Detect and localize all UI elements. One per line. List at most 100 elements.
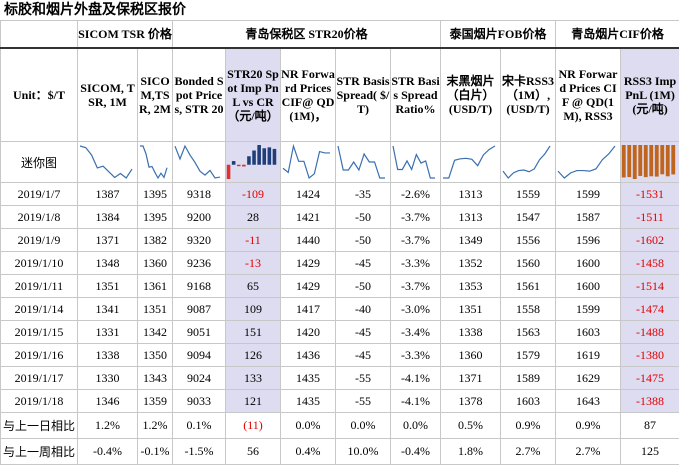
cell: -0.4% <box>390 438 441 465</box>
column-header: 末黑烟片（白片）(USD/T) <box>440 47 501 142</box>
cell: 1556 <box>499 228 557 252</box>
cell: 65 <box>225 274 281 298</box>
cell: 1387 <box>77 182 138 206</box>
cell: 109 <box>225 297 281 321</box>
table-row: 2019/1/15 1331 1342 9051 151 1420 -45 -3.4% 1338… <box>0 320 679 344</box>
cell: 1603 <box>555 320 622 344</box>
cell: 1382 <box>137 228 173 252</box>
sparkline <box>174 144 221 179</box>
cell: 1338 <box>440 320 501 344</box>
cell: -50 <box>335 228 391 252</box>
cell: 1560 <box>499 251 557 275</box>
cell: 9318 <box>172 182 226 206</box>
sparkline-cell <box>77 141 138 183</box>
table-row: 2019/1/11 1351 1361 9168 65 1429 -50 -3.7% 1353 1… <box>0 274 679 298</box>
spark-bar <box>654 145 659 177</box>
spark-bar <box>252 150 256 165</box>
cell: 1424 <box>280 182 336 206</box>
cell: 0.0% <box>335 412 391 439</box>
cell: 1378 <box>440 389 501 413</box>
cell: -45 <box>335 343 391 367</box>
spark-bar <box>267 147 272 165</box>
cell: 1420 <box>280 320 336 344</box>
cell: -0.4% <box>77 438 138 465</box>
cell: 1417 <box>280 297 336 321</box>
spark-bar <box>257 145 261 165</box>
cell: 9094 <box>172 343 226 367</box>
spark-bar <box>226 164 231 179</box>
group-header: 泰国烟片FOB价格 <box>439 20 557 49</box>
sparkline <box>392 145 435 179</box>
sparkline <box>79 145 133 179</box>
cell: 1429 <box>280 274 336 298</box>
spark-bar <box>621 145 626 178</box>
cell: 1579 <box>499 343 557 367</box>
cell: 1331 <box>77 320 138 344</box>
cell: 10.0% <box>335 438 391 465</box>
spark-bar <box>649 145 654 177</box>
cell: 1559 <box>499 182 557 206</box>
cell: -3.7% <box>390 205 441 229</box>
cell: 1360 <box>137 251 173 275</box>
spark-line <box>174 144 221 179</box>
cell: 0.1% <box>172 412 226 439</box>
sparkline-cell <box>390 141 441 183</box>
cell: 0.4% <box>280 438 336 465</box>
cell: 125 <box>620 438 679 465</box>
spark-line <box>282 143 330 180</box>
sparkline-cell <box>555 141 622 183</box>
spark-line <box>392 145 435 179</box>
spark-line <box>443 145 496 179</box>
column-header: NR Forward Prices CIF @ QD(1M), RSS3 <box>555 47 622 142</box>
cell: 1342 <box>137 320 173 344</box>
cell: 1351 <box>137 297 173 321</box>
spark-bar <box>272 148 277 165</box>
group-header: 青岛保税区 STR20价格 <box>172 20 441 49</box>
cell: 1.2% <box>137 412 173 439</box>
cell: 0.0% <box>280 412 336 439</box>
cell: 0.9% <box>555 412 622 439</box>
cell: -3.4% <box>390 320 441 344</box>
cell: -3.3% <box>390 251 441 275</box>
cell: 1313 <box>440 182 501 206</box>
cell: 121 <box>225 389 281 413</box>
cell: 1589 <box>499 366 557 390</box>
cell: 1643 <box>555 389 622 413</box>
cell: 151 <box>225 320 281 344</box>
cell: 9051 <box>172 320 226 344</box>
cell: 1600 <box>555 274 622 298</box>
cell: -1475 <box>620 366 679 390</box>
sparkline-cell <box>440 141 501 183</box>
group-header: SICOM TSR 价格 <box>77 20 173 49</box>
column-header: SICOM, TSR, 1M <box>77 47 138 142</box>
sparkline-cell <box>280 141 336 183</box>
cell: -1458 <box>620 251 679 275</box>
column-header: SICOM,TSR, 2M <box>137 47 173 142</box>
row-label: 2019/1/7 <box>0 182 78 206</box>
column-header: 宋卡RSS3（1M）,(USD/T) <box>499 47 557 142</box>
cell: -4.1% <box>390 389 441 413</box>
cell: 1371 <box>77 228 138 252</box>
row-label: 2019/1/11 <box>0 274 78 298</box>
sparkline <box>443 145 496 179</box>
column-header: Unit：$/T <box>0 47 78 142</box>
cell: 1352 <box>440 251 501 275</box>
blank <box>0 20 78 49</box>
table-row: 与上一周相比 -0.4% -0.1% -1.5% 56 0.4% 10.0% -0.4% 1.8… <box>0 438 679 465</box>
cell: 2.7% <box>555 438 622 465</box>
row-label: 2019/1/18 <box>0 389 78 413</box>
table-body: 2019/1/7 1387 1395 9318 -109 1424 -35 -2.6% 1313… <box>0 182 679 465</box>
cell: 1429 <box>280 251 336 275</box>
cell: 1587 <box>555 205 622 229</box>
cell: -109 <box>225 182 281 206</box>
cell: -55 <box>335 366 391 390</box>
table-row: 2019/1/9 1371 1382 9320 -11 1440 -50 -3.7% 1349 1… <box>0 228 679 252</box>
row-label: 2019/1/9 <box>0 228 78 252</box>
cell: 9320 <box>172 228 226 252</box>
row-label: 与上一日相比 <box>0 412 78 439</box>
sparkline-cell <box>620 141 679 183</box>
cell: 1350 <box>137 343 173 367</box>
cell: 1435 <box>280 389 336 413</box>
sparkline-cell <box>137 141 173 183</box>
sparkline-cell <box>499 141 557 183</box>
